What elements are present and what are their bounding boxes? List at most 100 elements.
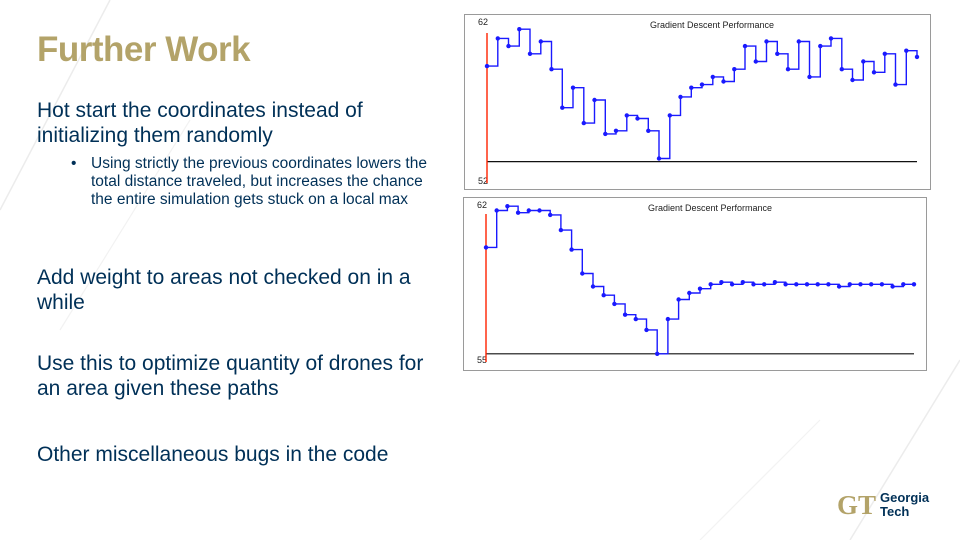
- data-point: [850, 77, 855, 83]
- slide-title: Further Work: [37, 30, 251, 69]
- data-point: [796, 39, 801, 44]
- y-tick-label-max: 62: [477, 200, 487, 210]
- georgia-tech-logo: GT Georgia Tech: [837, 490, 930, 520]
- data-point: [719, 280, 724, 285]
- sub-bullet-previous-coordinates: • Using strictly the previous coordinate…: [71, 155, 437, 209]
- data-point: [815, 282, 820, 287]
- data-point: [483, 245, 489, 250]
- sub-bullet-text: Using strictly the previous coordinates …: [91, 155, 427, 208]
- data-point: [613, 128, 619, 133]
- data-point: [914, 54, 920, 60]
- data-point: [537, 208, 542, 213]
- data-point: [558, 227, 564, 233]
- chart-top-svg: Gradient Descent Performance 62 52: [478, 17, 920, 186]
- data-point: [689, 85, 694, 90]
- data-point: [729, 282, 735, 287]
- data-point: [506, 43, 511, 49]
- bullet-misc-bugs: Other miscellaneous bugs in the code: [37, 443, 389, 466]
- data-point: [836, 284, 842, 289]
- data-point: [633, 316, 638, 322]
- data-point: [644, 327, 649, 333]
- data-point: [699, 82, 705, 87]
- data-point: [871, 70, 877, 75]
- data-point: [882, 51, 887, 56]
- series-line: [486, 205, 914, 355]
- chart-bottom: Gradient Descent Performance 62 55: [463, 197, 927, 371]
- data-point: [751, 282, 756, 287]
- data-point: [667, 113, 672, 118]
- series-line: [487, 28, 918, 160]
- data-point: [687, 290, 692, 296]
- data-point: [515, 210, 521, 215]
- data-point: [753, 59, 758, 64]
- data-point: [655, 351, 660, 356]
- data-point: [818, 43, 823, 49]
- data-point: [601, 293, 606, 298]
- data-point: [603, 131, 608, 137]
- data-point: [570, 85, 576, 90]
- data-point: [505, 204, 510, 209]
- data-point: [708, 282, 713, 287]
- bullet-dot-icon: •: [71, 155, 77, 172]
- data-point: [484, 63, 490, 69]
- data-point: [847, 282, 852, 287]
- data-point: [839, 67, 844, 72]
- y-tick-label-min: 52: [478, 176, 488, 186]
- data-point: [879, 282, 885, 287]
- data-point: [764, 39, 769, 44]
- sub-bullet-list: • Using strictly the previous coordinate…: [71, 155, 437, 209]
- data-point: [826, 282, 831, 287]
- data-point: [869, 282, 874, 287]
- bullet-hot-start: Hot start the coordinates instead of ini…: [37, 99, 363, 147]
- logo-georgia: Georgia: [880, 490, 930, 505]
- data-point: [646, 128, 651, 133]
- data-point: [678, 94, 683, 100]
- data-point: [495, 36, 500, 41]
- y-tick-label-max: 62: [478, 17, 488, 27]
- chart-title: Gradient Descent Performance: [650, 20, 774, 30]
- data-point: [901, 282, 906, 287]
- data-point: [804, 282, 810, 287]
- data-point: [710, 74, 715, 80]
- data-point: [794, 282, 799, 287]
- data-point: [740, 280, 745, 285]
- data-point: [697, 286, 703, 291]
- data-point: [665, 316, 671, 322]
- data-point: [590, 284, 596, 289]
- bullet-optimize-drones: Use this to optimize quantity of drones …: [37, 352, 424, 400]
- data-point: [560, 105, 565, 110]
- data-point: [861, 59, 866, 64]
- data-point: [612, 301, 617, 307]
- data-point: [569, 247, 574, 252]
- data-point: [721, 79, 726, 84]
- data-point: [858, 282, 863, 287]
- data-point: [772, 280, 778, 285]
- bullet-add-weight: Add weight to areas not checked on in a …: [37, 266, 411, 314]
- data-point: [828, 36, 834, 41]
- data-point: [526, 208, 531, 213]
- bullet-block: Hot start the coordinates instead of ini…: [37, 98, 437, 209]
- data-point: [548, 212, 553, 218]
- chart-bottom-svg: Gradient Descent Performance 62 55: [477, 200, 917, 365]
- data-point: [807, 74, 812, 80]
- logo-tech: Tech: [880, 504, 909, 519]
- data-point: [581, 120, 586, 126]
- chart-top: Gradient Descent Performance 62 52: [464, 14, 931, 190]
- data-point: [580, 271, 585, 276]
- data-point: [785, 67, 791, 72]
- data-point: [893, 82, 898, 87]
- gt-monogram: GT: [837, 490, 876, 520]
- data-point: [676, 297, 681, 302]
- data-point: [742, 43, 748, 49]
- data-point: [538, 39, 543, 44]
- data-point: [517, 27, 522, 32]
- data-point: [911, 282, 917, 287]
- data-point: [783, 282, 788, 287]
- data-point: [624, 113, 629, 118]
- data-point: [762, 282, 767, 287]
- chart-title: Gradient Descent Performance: [648, 203, 772, 213]
- data-point: [904, 48, 909, 53]
- data-point: [549, 67, 554, 72]
- data-point: [635, 116, 640, 121]
